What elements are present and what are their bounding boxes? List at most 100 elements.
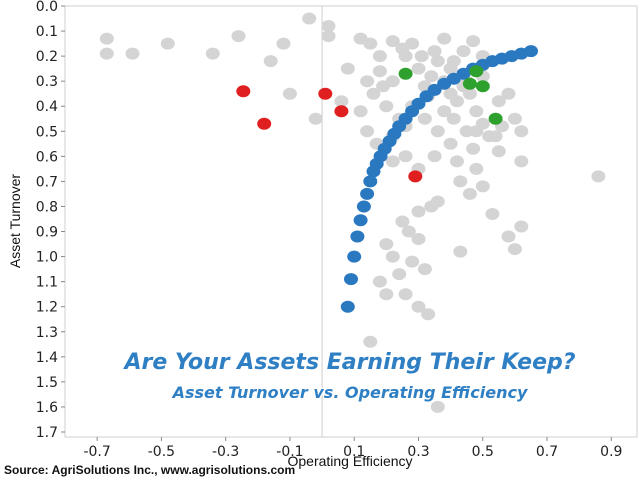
- y-tick-label: 0.2: [36, 49, 58, 65]
- y-tick-label: 0.9: [36, 225, 58, 241]
- x-tick-label: 0.3: [407, 444, 429, 460]
- grey-point: [417, 112, 432, 125]
- blue-curve-point: [366, 165, 381, 178]
- red-point: [257, 117, 272, 130]
- red-point: [236, 85, 251, 98]
- grey-point: [462, 187, 477, 200]
- grey-point: [379, 288, 394, 301]
- x-tick-label: -0.5: [148, 444, 175, 460]
- y-tick-label: 0.0: [36, 0, 58, 15]
- grey-point: [417, 263, 432, 276]
- grey-point: [437, 105, 452, 118]
- green-point: [462, 77, 477, 90]
- grey-point: [395, 215, 410, 228]
- red-point: [408, 170, 423, 183]
- x-tick-label: 0.9: [600, 444, 622, 460]
- chart-overlay-title: Are Your Assets Earning Their Keep?: [124, 350, 576, 375]
- blue-curve-point: [353, 214, 368, 227]
- y-axis-title: Asset Turnover: [7, 174, 23, 268]
- y-tick-label: 0.8: [36, 199, 58, 215]
- grey-point: [475, 180, 490, 193]
- red-point: [318, 87, 333, 100]
- red-point: [334, 105, 349, 118]
- y-tick-label: 0.6: [36, 149, 58, 165]
- grey-point: [321, 30, 336, 43]
- grey-point: [405, 37, 420, 50]
- x-tick-label: -0.1: [276, 444, 303, 460]
- grey-point: [99, 32, 114, 45]
- grey-point: [363, 335, 378, 348]
- grey-point: [491, 145, 506, 158]
- chart-overlay-subtitle: Asset Turnover vs. Operating Efficiency: [172, 383, 528, 402]
- y-tick-label: 1.5: [36, 375, 58, 391]
- grey-point: [379, 100, 394, 113]
- y-tick-label: 0.1: [36, 24, 58, 40]
- grey-point: [430, 55, 445, 68]
- x-axis-title: Operating Efficiency: [287, 453, 412, 469]
- grey-point: [591, 170, 606, 183]
- grey-point: [421, 308, 436, 321]
- x-tick-label: 0.5: [472, 444, 494, 460]
- green-point: [475, 80, 490, 93]
- grey-point: [424, 70, 439, 83]
- blue-curve-point: [344, 273, 358, 286]
- grey-point: [276, 37, 291, 50]
- x-axis: -0.7 -0.5 -0.3 -0.1 0.1 0.3 0.5 0.7 0.9: [83, 437, 622, 460]
- grey-point: [411, 205, 426, 218]
- grey-point: [411, 300, 426, 313]
- source-credit: Source: AgriSolutions Inc., www.agrisolu…: [4, 463, 296, 477]
- grey-point: [430, 400, 445, 413]
- y-tick-label: 0.4: [36, 99, 58, 115]
- blue-curve-point: [360, 187, 375, 200]
- y-tick-label: 0.3: [36, 74, 58, 90]
- grey-point: [427, 150, 442, 163]
- x-tick-label: -0.7: [83, 444, 110, 460]
- grey-point: [501, 230, 516, 243]
- grey-point: [321, 20, 336, 32]
- y-tick-label: 1.4: [36, 350, 58, 366]
- grey-point: [282, 87, 297, 100]
- blue-curve-point: [363, 175, 378, 188]
- grey-point: [469, 162, 484, 175]
- grey-point: [507, 243, 522, 256]
- grey-point: [366, 87, 381, 100]
- grey-point: [424, 200, 439, 213]
- grey-point: [466, 142, 481, 155]
- grey-point: [385, 155, 400, 168]
- blue-curve-point: [437, 77, 452, 90]
- grey-point: [491, 95, 506, 108]
- y-tick-label: 0.5: [36, 124, 58, 140]
- y-tick-label: 1.1: [36, 275, 58, 291]
- grey-point: [231, 30, 246, 43]
- green-point: [488, 112, 503, 125]
- x-tick-label: 0.1: [343, 444, 365, 460]
- grey-point: [430, 125, 445, 138]
- grey-point: [514, 220, 529, 233]
- blue-curve-point: [356, 200, 371, 213]
- y-tick-label: 1.7: [36, 425, 58, 441]
- grey-point: [514, 125, 529, 138]
- grey-point: [385, 250, 400, 263]
- grey-point: [501, 87, 516, 100]
- grey-point: [427, 45, 442, 58]
- blue-curve-point: [350, 230, 365, 243]
- grey-point: [414, 50, 429, 63]
- grey-point: [363, 37, 378, 50]
- y-tick-label: 1.0: [36, 250, 58, 266]
- grey-point: [302, 12, 317, 25]
- grey-point: [308, 112, 323, 125]
- grey-point: [398, 50, 413, 63]
- grey-point: [469, 125, 484, 138]
- grey-point: [443, 87, 458, 100]
- grey-point: [514, 155, 529, 168]
- grey-point: [398, 288, 413, 301]
- plot-area-frame: [64, 5, 638, 438]
- green-point: [398, 67, 413, 80]
- grey-point: [411, 62, 426, 75]
- grey-point: [446, 112, 461, 125]
- grey-point: [376, 80, 391, 93]
- grey-point: [450, 155, 464, 168]
- grey-point: [340, 62, 355, 75]
- grey-point: [125, 47, 140, 60]
